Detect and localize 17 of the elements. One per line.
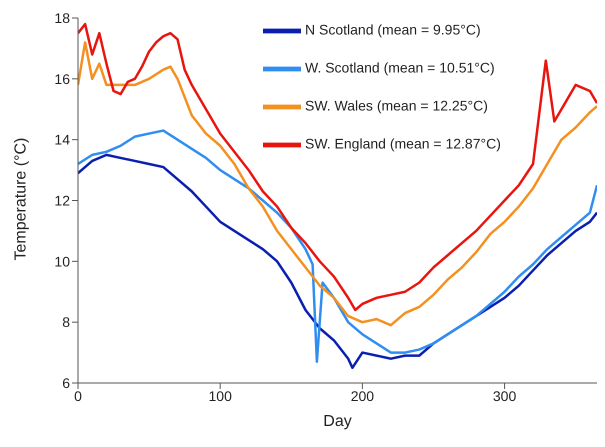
y-tick-label: 18 — [54, 10, 70, 26]
x-tick-label: 100 — [208, 388, 232, 404]
x-tick-label: 300 — [492, 388, 516, 404]
x-tick-label: 200 — [350, 388, 374, 404]
x-axis-title: Day — [323, 413, 352, 430]
y-tick-label: 16 — [54, 70, 70, 87]
y-tick-label: 6 — [62, 374, 70, 391]
y-tick-label: 12 — [54, 192, 70, 208]
legend-label: N Scotland (mean = 9.95°C) — [305, 22, 481, 38]
legend-label: W. Scotland (mean = 10.51°C) — [305, 60, 495, 76]
x-tick-label: 0 — [74, 388, 82, 404]
y-tick-label: 14 — [54, 132, 70, 148]
legend-label: SW. Wales (mean = 12.25°C) — [305, 98, 488, 114]
y-tick-label: 8 — [62, 314, 70, 330]
y-tick-label: 10 — [54, 253, 70, 270]
y-axis-title: Temperature (°C) — [12, 138, 30, 260]
legend-label: SW. England (mean = 12.87°C) — [305, 136, 501, 152]
